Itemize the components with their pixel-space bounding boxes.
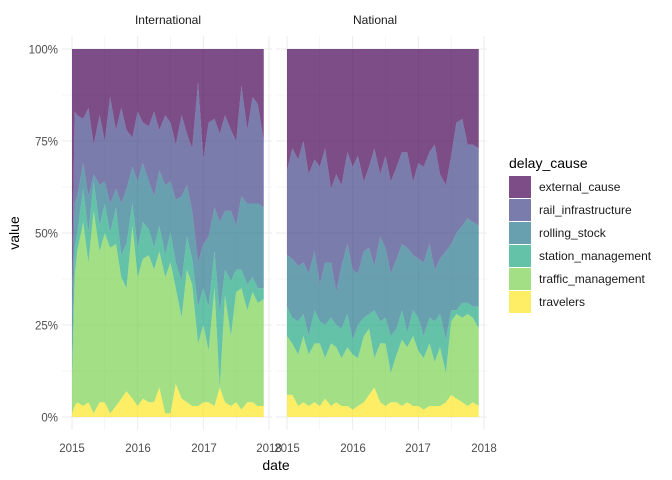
legend-label-rail-infrastructure: rail_infrastructure [539, 203, 632, 217]
area-external-cause [287, 49, 479, 189]
legend: delay_cause external_cause rail_infrastru… [509, 155, 652, 313]
y-axis-ticks: 0% 25% 50% 75% 100% [29, 45, 58, 425]
legend-label-travelers: travelers [539, 295, 585, 309]
area-station-management [72, 181, 264, 388]
panel-areas-international [72, 49, 264, 417]
legend-label-traffic-management: traffic_management [539, 272, 646, 286]
legend-items: external_cause rail_infrastructurerolling… [509, 176, 652, 313]
x-tick-label: 2016 [340, 443, 366, 455]
y-tick-label: 100% [29, 45, 58, 57]
area-station-management [287, 302, 479, 373]
panel-areas-national [287, 49, 479, 417]
facet-label-international: International [135, 13, 201, 27]
x-tick-label: 2018 [471, 443, 497, 455]
legend-label-external-cause: external_cause [539, 180, 621, 194]
area-rail-infrastructure [287, 118, 479, 292]
x-axis-ticks: 2015 2016 2017 2018 2015 2016 2017 2018 [59, 443, 497, 455]
x-tick-label: 2017 [191, 443, 217, 455]
area-traffic-management [72, 210, 264, 414]
area-layers [72, 49, 479, 417]
y-tick-label: 75% [35, 137, 58, 149]
x-tick-label: 2016 [125, 443, 151, 455]
facet-strips: International National [135, 13, 397, 27]
x-tick-label: 2015 [274, 443, 300, 455]
legend-key-station-management [509, 245, 531, 267]
area-rolling-stock [72, 163, 264, 366]
area-travelers [72, 383, 264, 417]
legend-key-external-cause [509, 176, 531, 198]
legend-label-station-management: station_management [539, 249, 652, 263]
y-tick-label: 50% [35, 229, 58, 241]
legend-key-rail-infrastructure [509, 199, 531, 221]
area-travelers [287, 387, 479, 417]
x-tick-label: 2015 [59, 443, 85, 455]
y-tick-label: 25% [35, 321, 58, 333]
y-tick-label: 0% [41, 413, 58, 425]
legend-key-rolling-stock [509, 222, 531, 244]
legend-key-travelers [509, 291, 531, 313]
area-traffic-management [287, 313, 479, 410]
area-rail-infrastructure [72, 82, 264, 314]
legend-label-rolling-stock: rolling_stock [539, 226, 607, 240]
legend-title: delay_cause [509, 155, 588, 171]
area-rolling-stock [287, 218, 479, 340]
x-axis-title: date [262, 457, 289, 473]
y-axis-title: value [6, 216, 22, 250]
x-tick-label: 2018 [256, 443, 282, 455]
area-external-cause [72, 49, 264, 289]
facet-label-national: National [353, 13, 397, 27]
legend-key-traffic-management [509, 268, 531, 290]
x-tick-label: 2017 [405, 443, 431, 455]
